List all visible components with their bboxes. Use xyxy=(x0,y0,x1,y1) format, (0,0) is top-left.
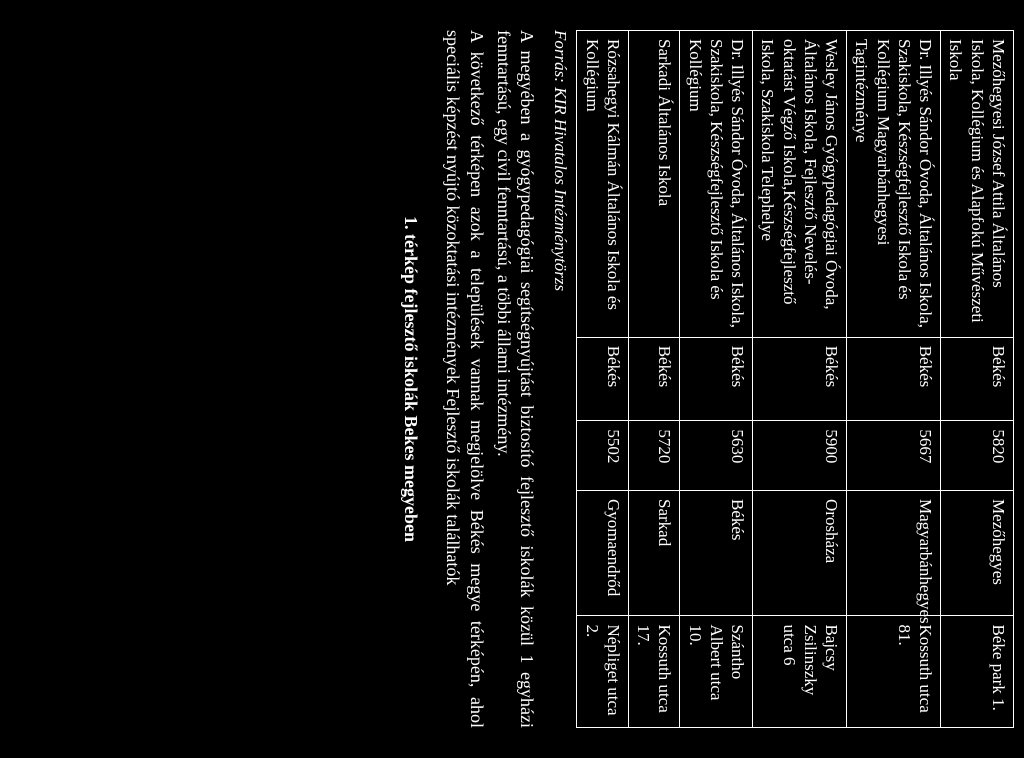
cell-city: Sarkad xyxy=(629,491,681,616)
cell-school-name: Wesley János Gyógypedagógiai Óvoda, Álta… xyxy=(753,31,847,338)
cell-zip: 5720 xyxy=(629,421,681,491)
cell-county: Békés xyxy=(680,337,753,421)
cell-county: Békés xyxy=(577,337,629,421)
cell-school-name: Rózsahegyi Kálmán Általános Iskola és Ko… xyxy=(577,31,629,338)
cell-zip: 5630 xyxy=(680,421,753,491)
cell-city: Mezőhegyes xyxy=(941,491,1014,616)
table-row: Dr. Illyés Sándor Óvoda, Általános Iskol… xyxy=(680,31,753,728)
cell-address: Kossuth utca 81. xyxy=(847,616,941,728)
map-title: 1. térkép fejlesztő iskolák Bekes megyeb… xyxy=(400,0,437,758)
cell-city: Békés xyxy=(680,491,753,616)
cell-zip: 5900 xyxy=(753,421,847,491)
cell-zip: 5820 xyxy=(941,421,1014,491)
source-label: Forrás: KIR Hivatalos Intézménytörzs xyxy=(539,0,577,758)
cell-zip: 5667 xyxy=(847,421,941,491)
cell-address: Népliget utca 2. xyxy=(577,616,629,728)
cell-county: Békés xyxy=(847,337,941,421)
table-row: Wesley János Gyógypedagógiai Óvoda, Álta… xyxy=(753,31,847,728)
cell-address: Kossuth utca 17. xyxy=(629,616,681,728)
cell-zip: 5502 xyxy=(577,421,629,491)
table-row: Mezőhegyesi József Attila Általános Isko… xyxy=(941,31,1014,728)
cell-address: Bajcsy Zsilinszky utca 6 xyxy=(753,616,847,728)
paragraph-1: A megyében a gyógypedagógiai segítségnyú… xyxy=(488,0,539,758)
paragraph-2: A következő térképen azok a települések … xyxy=(437,0,488,758)
cell-city: Gyomaendrőd xyxy=(577,491,629,616)
cell-school-name: Mezőhegyesi József Attila Általános Isko… xyxy=(941,31,1014,338)
table-row: Rózsahegyi Kálmán Általános Iskola és Ko… xyxy=(577,31,629,728)
table-row: Sarkadi Általános IskolaBékés5720SarkadK… xyxy=(629,31,681,728)
cell-school-name: Sarkadi Általános Iskola xyxy=(629,31,681,338)
cell-county: Békés xyxy=(941,337,1014,421)
cell-school-name: Dr. Illyés Sándor Óvoda, Általános Iskol… xyxy=(847,31,941,338)
cell-county: Békés xyxy=(753,337,847,421)
cell-address: Szántho Albert utca 10. xyxy=(680,616,753,728)
cell-city: Orosháza xyxy=(753,491,847,616)
cell-school-name: Dr. Illyés Sándor Óvoda, Általános Iskol… xyxy=(680,31,753,338)
cell-county: Békés xyxy=(629,337,681,421)
cell-city: Magyarbánhegyes xyxy=(847,491,941,616)
schools-table: Mezőhegyesi József Attila Általános Isko… xyxy=(577,30,1015,728)
table-row: Dr. Illyés Sándor Óvoda, Általános Iskol… xyxy=(847,31,941,728)
cell-address: Béke park 1. xyxy=(941,616,1014,728)
